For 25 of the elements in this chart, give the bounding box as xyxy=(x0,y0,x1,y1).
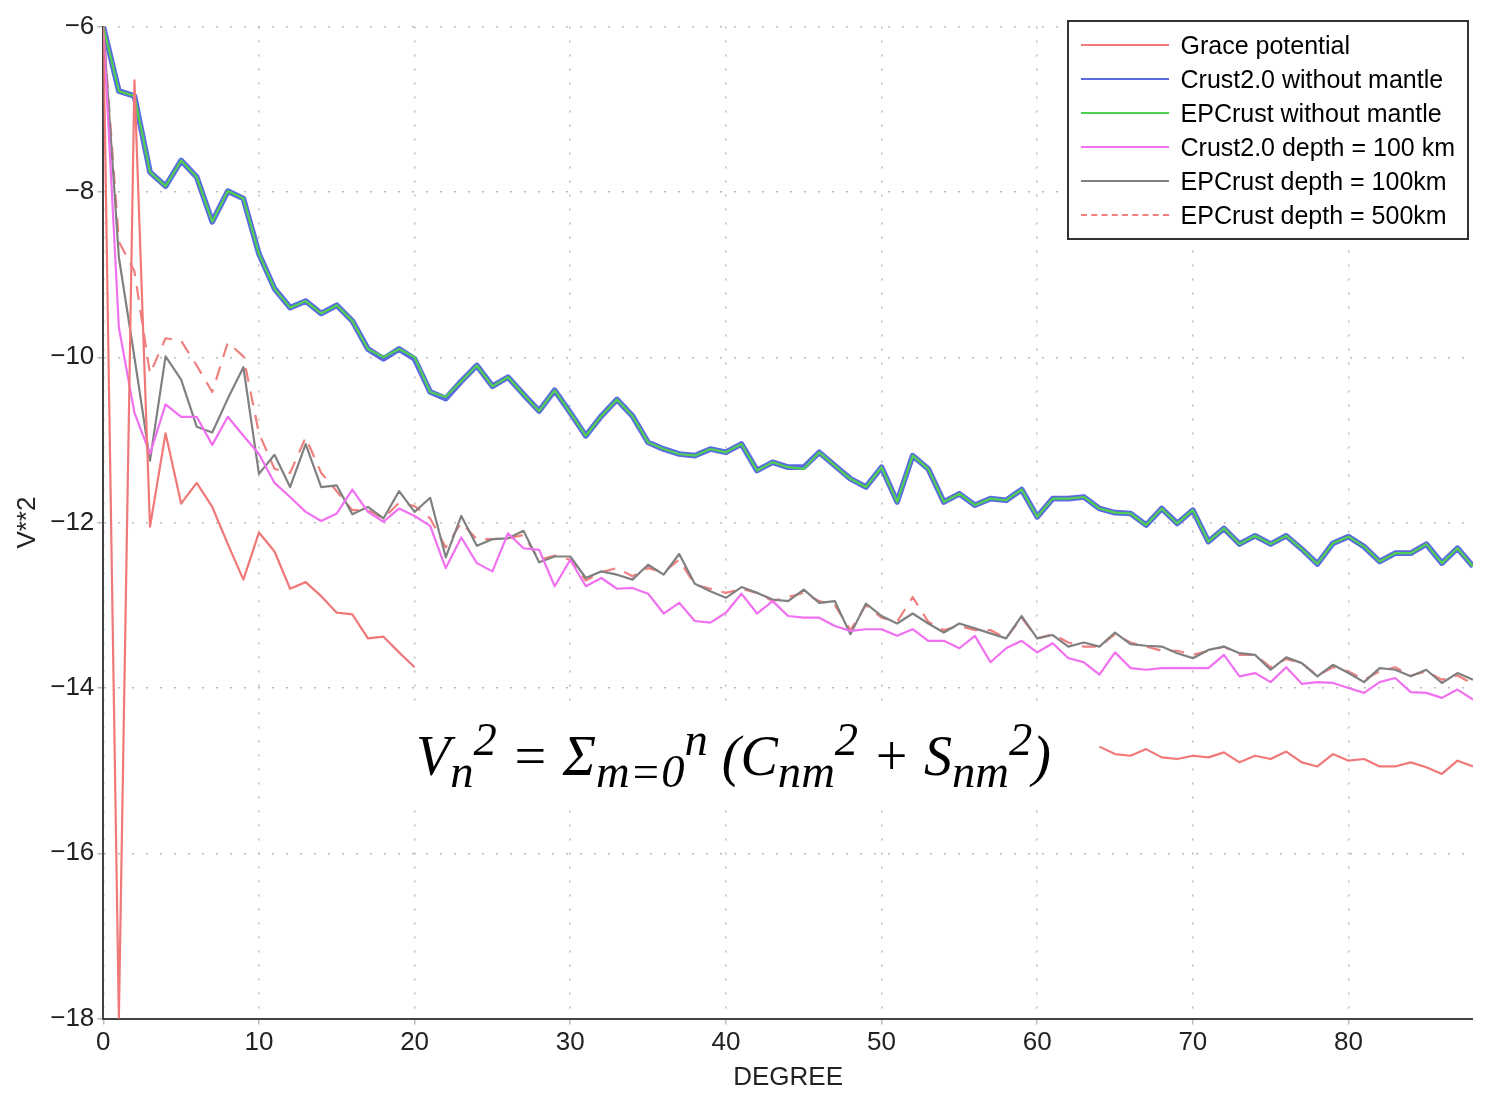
x-tick-label: 80 xyxy=(1334,1026,1363,1057)
legend-label: EPCrust depth = 500km xyxy=(1180,200,1447,231)
legend-label: Crust2.0 depth = 100 km xyxy=(1180,132,1455,163)
legend-label: Crust2.0 without mantle xyxy=(1180,64,1444,95)
y-tick-label: −10 xyxy=(50,340,95,371)
y-tick-label: −16 xyxy=(50,836,95,867)
x-tick-label: 70 xyxy=(1178,1026,1208,1057)
x-tick-label: 30 xyxy=(555,1026,585,1057)
x-tick-label: 20 xyxy=(400,1026,430,1057)
x-tick-label: 60 xyxy=(1022,1026,1052,1057)
x-axis-title: DEGREE xyxy=(733,1060,844,1091)
y-tick-label: −14 xyxy=(50,671,95,702)
x-tick-label: 40 xyxy=(711,1026,741,1057)
text: V$_{n}$$^{2}$ = Σ$_{m=0}$$^{n}$ (C$_{nm}$$^{2}$ + S$_{nm}$$^{2}$) xyxy=(416,713,1051,797)
legend-label: Grace potential xyxy=(1180,30,1351,61)
x-tick-label: 50 xyxy=(867,1026,896,1057)
legend-label: EPCrust without mantle xyxy=(1180,98,1442,129)
y-tick-label: −18 xyxy=(50,1001,95,1032)
y-tick-label: −12 xyxy=(50,505,95,536)
x-tick-label: 10 xyxy=(244,1026,274,1057)
legend-label: EPCrust depth = 100km xyxy=(1180,166,1447,197)
y-tick-label: −6 xyxy=(64,9,95,40)
x-tick-label: 0 xyxy=(96,1026,111,1057)
y-axis-title: V**2 xyxy=(10,496,41,549)
y-tick-label: −8 xyxy=(64,175,95,206)
